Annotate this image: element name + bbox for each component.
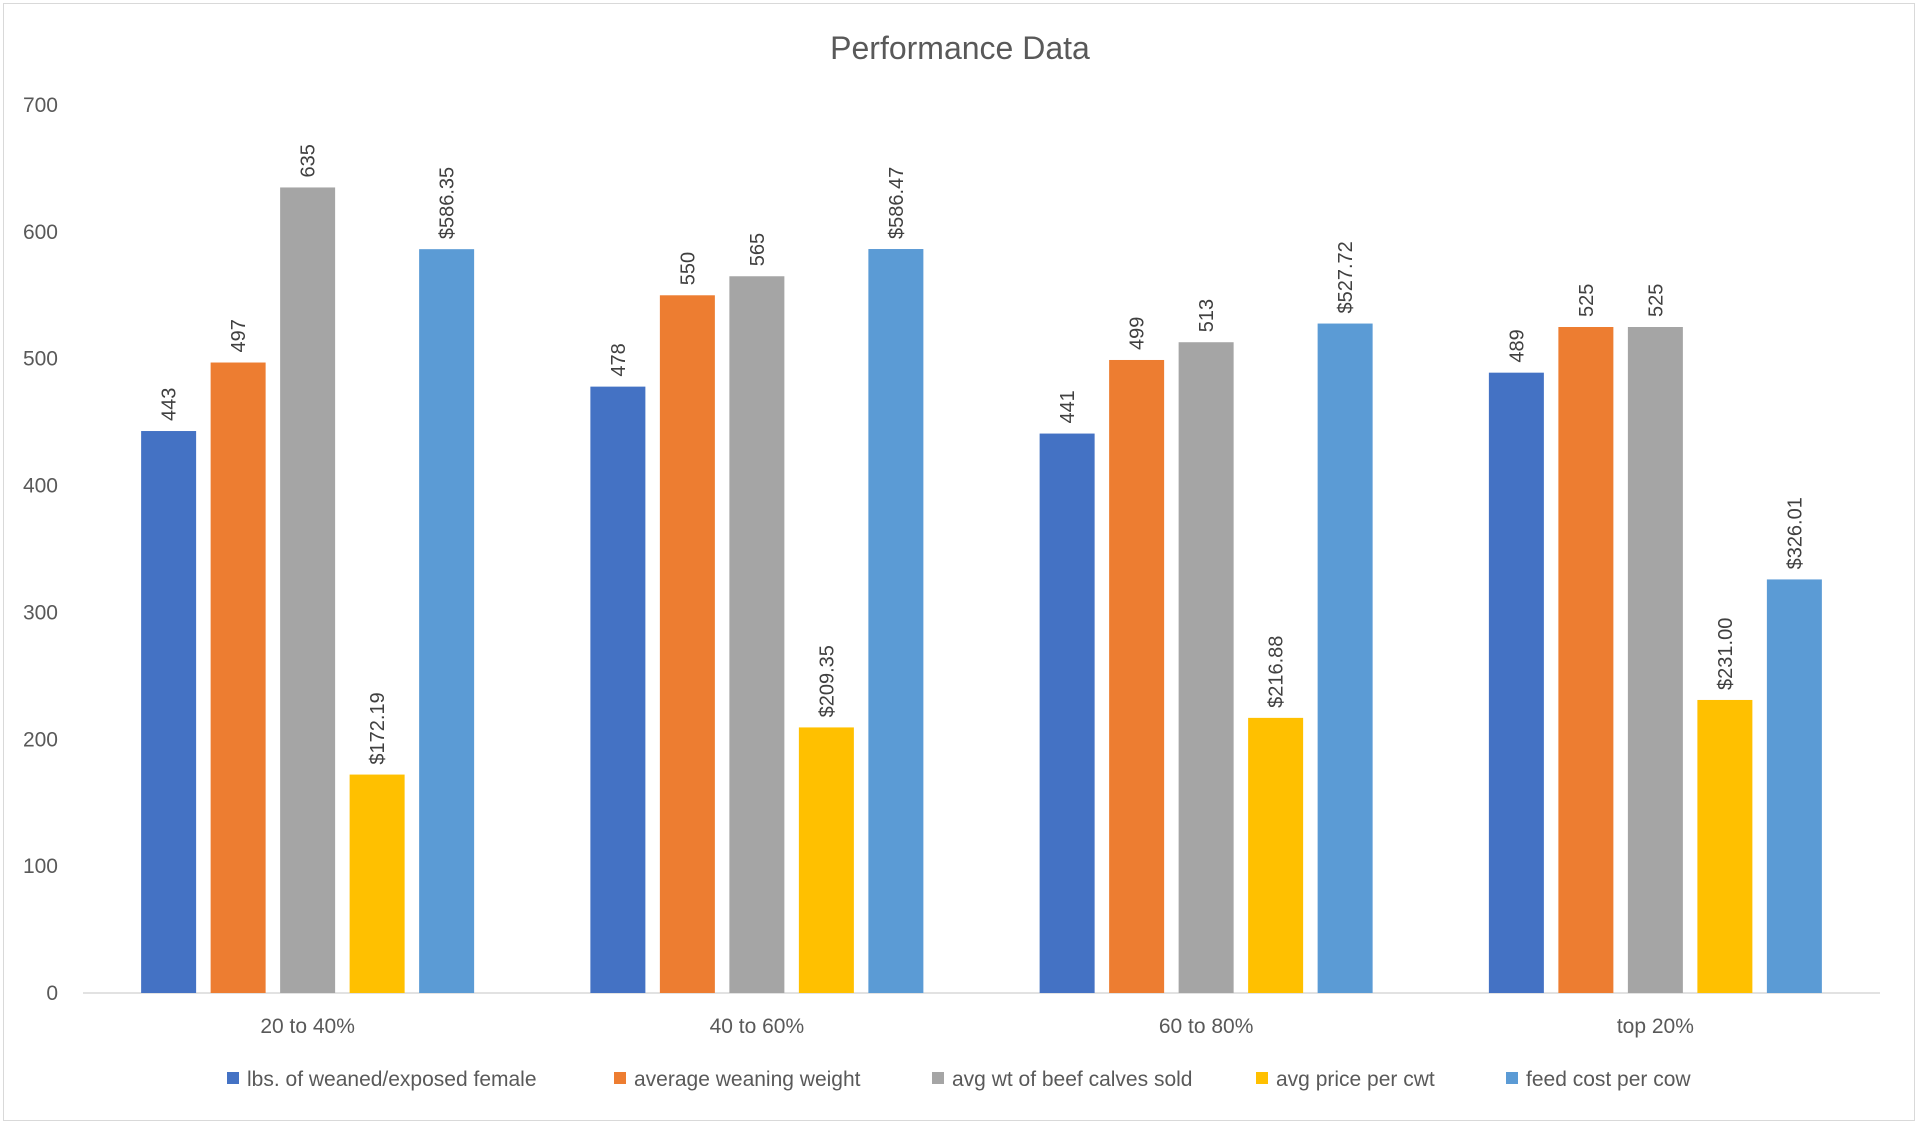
x-axis: 20 to 40% 40 to 60% 60 to 80% top 20% xyxy=(83,992,1880,1038)
chart-title: Performance Data xyxy=(830,30,1090,66)
x-category-label: top 20% xyxy=(1617,1015,1694,1038)
data-label: 497 xyxy=(228,319,250,352)
legend-label: average weaning weight xyxy=(634,1068,861,1091)
bar xyxy=(1627,327,1683,993)
bar xyxy=(210,362,266,993)
data-label: $172.19 xyxy=(367,692,389,764)
bar xyxy=(798,727,854,993)
y-tick-label: 200 xyxy=(23,728,58,751)
legend-label: lbs. of weaned/exposed female xyxy=(247,1068,537,1091)
legend-swatch xyxy=(932,1072,944,1084)
data-label: $209.35 xyxy=(816,645,838,717)
legend-swatch xyxy=(1256,1072,1268,1084)
bar xyxy=(1109,359,1165,993)
x-category-label: 60 to 80% xyxy=(1159,1015,1254,1038)
bar xyxy=(1488,372,1544,993)
bar xyxy=(729,276,785,993)
legend-swatch xyxy=(1506,1072,1518,1084)
bar xyxy=(1766,579,1822,993)
y-tick-label: 500 xyxy=(23,348,58,371)
data-label: $527.72 xyxy=(1335,241,1357,313)
bar xyxy=(659,295,715,993)
y-tick-label: 600 xyxy=(23,221,58,244)
data-label: $326.01 xyxy=(1784,497,1806,569)
bar xyxy=(868,249,924,993)
bar xyxy=(1317,323,1373,993)
bar xyxy=(590,386,646,993)
data-label: $586.35 xyxy=(437,167,459,239)
bars xyxy=(141,187,1822,994)
bar xyxy=(1697,699,1753,993)
y-tick-label: 100 xyxy=(23,855,58,878)
data-label: 443 xyxy=(159,388,181,421)
data-label: 525 xyxy=(1576,284,1598,317)
bar xyxy=(1248,717,1304,993)
x-category-label: 20 to 40% xyxy=(260,1015,355,1038)
data-label: 499 xyxy=(1127,317,1149,350)
bar xyxy=(141,431,197,994)
x-category-label: 40 to 60% xyxy=(710,1015,805,1038)
bar xyxy=(349,774,405,993)
y-tick-label: 400 xyxy=(23,475,58,498)
legend: lbs. of weaned/exposed female average wea… xyxy=(227,1068,1691,1091)
bar xyxy=(1558,327,1614,993)
bar xyxy=(280,187,336,993)
legend-swatch xyxy=(227,1072,239,1084)
y-axis: 0 100 200 300 400 500 600 700 xyxy=(23,94,58,1005)
bar xyxy=(419,249,475,993)
data-label: 565 xyxy=(747,233,769,266)
bar xyxy=(1178,342,1234,993)
data-label: 441 xyxy=(1057,390,1079,423)
y-tick-label: 0 xyxy=(46,982,58,1005)
data-label: $586.47 xyxy=(886,167,908,239)
data-label: $216.88 xyxy=(1266,636,1288,708)
legend-label: avg wt of beef calves sold xyxy=(952,1068,1192,1091)
bar xyxy=(1039,433,1095,993)
y-tick-label: 700 xyxy=(23,94,58,117)
data-label: 550 xyxy=(677,252,699,285)
y-tick-label: 300 xyxy=(23,601,58,624)
data-label: 489 xyxy=(1506,329,1528,362)
legend-swatch xyxy=(614,1072,626,1084)
legend-label: feed cost per cow xyxy=(1526,1068,1691,1091)
data-label: 478 xyxy=(608,343,630,376)
data-label: $231.00 xyxy=(1715,618,1737,690)
data-label: 635 xyxy=(298,144,320,177)
legend-label: avg price per cwt xyxy=(1276,1068,1435,1091)
data-label: 513 xyxy=(1196,299,1218,332)
data-label: 525 xyxy=(1645,284,1667,317)
data-labels: 443 497 635 $172.19 $586.35 478 550 565 $209.35 $… xyxy=(159,144,1807,764)
